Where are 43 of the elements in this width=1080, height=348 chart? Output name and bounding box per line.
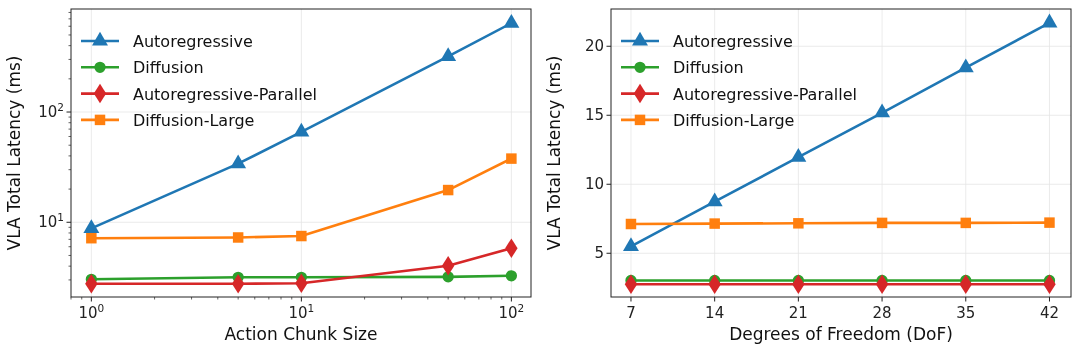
x-tick-label: 42 (1039, 304, 1060, 322)
legend-label: Diffusion (133, 58, 204, 78)
x-tick-label: 7 (626, 304, 636, 322)
point (1041, 13, 1058, 28)
legend-label: Autoregressive-Parallel (133, 84, 317, 104)
legend-label: Autoregressive (673, 32, 793, 51)
point (86, 232, 97, 244)
point (793, 218, 804, 229)
legend-label: Diffusion-Large (673, 110, 795, 130)
point (505, 270, 518, 282)
point (83, 219, 100, 233)
y-tick-label: 20 (584, 37, 604, 56)
point (293, 122, 310, 137)
x-axis-title: Degrees of Freedom (DoF) (729, 324, 953, 344)
legend-label: Autoregressive (133, 32, 253, 51)
y-tick-label: 10 (584, 175, 604, 194)
point (874, 103, 891, 118)
x-tick-label: 10$^{0}$ (78, 302, 105, 322)
point (503, 13, 520, 28)
point (957, 58, 974, 73)
point (876, 217, 888, 229)
point (709, 218, 720, 229)
point (296, 230, 307, 242)
x-tick-label: 10$^{1}$ (288, 302, 315, 322)
x-tick-label: 14 (705, 304, 725, 322)
y-tick-label: 5 (594, 244, 604, 263)
x-tick-label: 21 (788, 304, 808, 322)
point (706, 192, 723, 207)
y-axis-title: VLA Total Latency (ms) (544, 55, 564, 251)
point (790, 148, 807, 162)
x-axis-title: Action Chunk Size (224, 324, 378, 344)
x-tick-label: 10$^{2}$ (498, 302, 525, 322)
y-axis-title: VLA Total Latency (ms) (4, 55, 24, 251)
point (625, 218, 637, 230)
legend-label: Diffusion-Large (133, 110, 255, 130)
point (1044, 217, 1055, 228)
x-tick-label: 28 (872, 304, 892, 322)
point (506, 153, 517, 164)
legend-label: Diffusion (673, 58, 744, 78)
legend-label: Autoregressive-Parallel (673, 84, 857, 104)
point (960, 217, 972, 229)
y-tick-label: 15 (584, 106, 604, 125)
x-tick-label: 35 (956, 304, 976, 322)
